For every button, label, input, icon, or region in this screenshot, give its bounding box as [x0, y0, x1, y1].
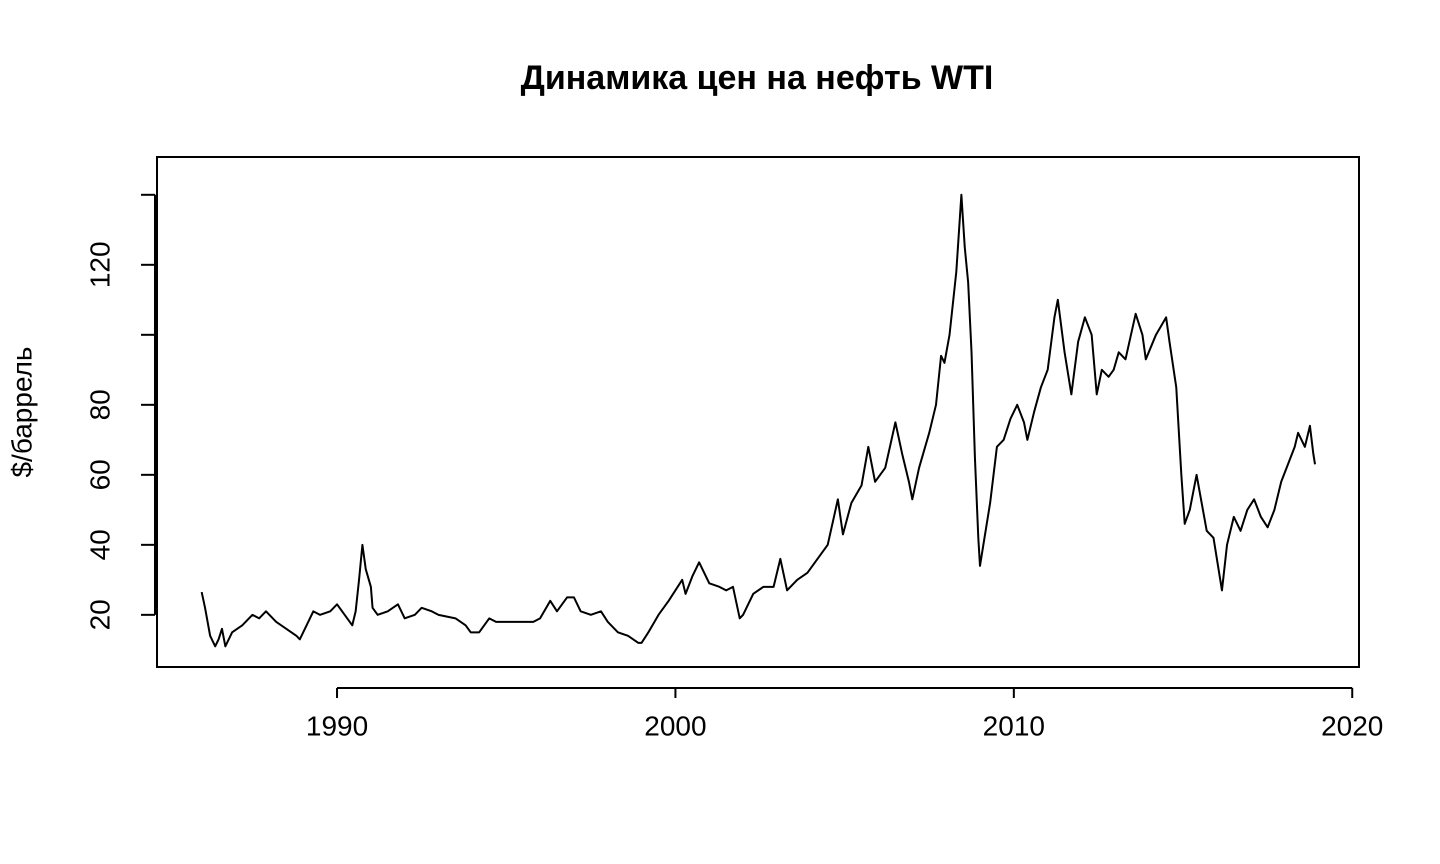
x-tick-label: 2010 [983, 710, 1045, 741]
price-line [200, 193, 1316, 648]
y-tick-label: 20 [84, 599, 115, 630]
x-tick-label: 2020 [1321, 710, 1383, 741]
y-tick-label: 60 [84, 459, 115, 490]
x-tick-label: 1990 [306, 710, 368, 741]
x-tick-label: 2000 [644, 710, 706, 741]
y-tick-label: 120 [84, 241, 115, 288]
y-axis-label: $/баррель [6, 346, 37, 477]
plot-box [156, 156, 1360, 668]
y-tick-label: 80 [84, 389, 115, 420]
chart-title: Динамика цен на нефть WTI [521, 59, 994, 97]
y-tick-label: 40 [84, 529, 115, 560]
